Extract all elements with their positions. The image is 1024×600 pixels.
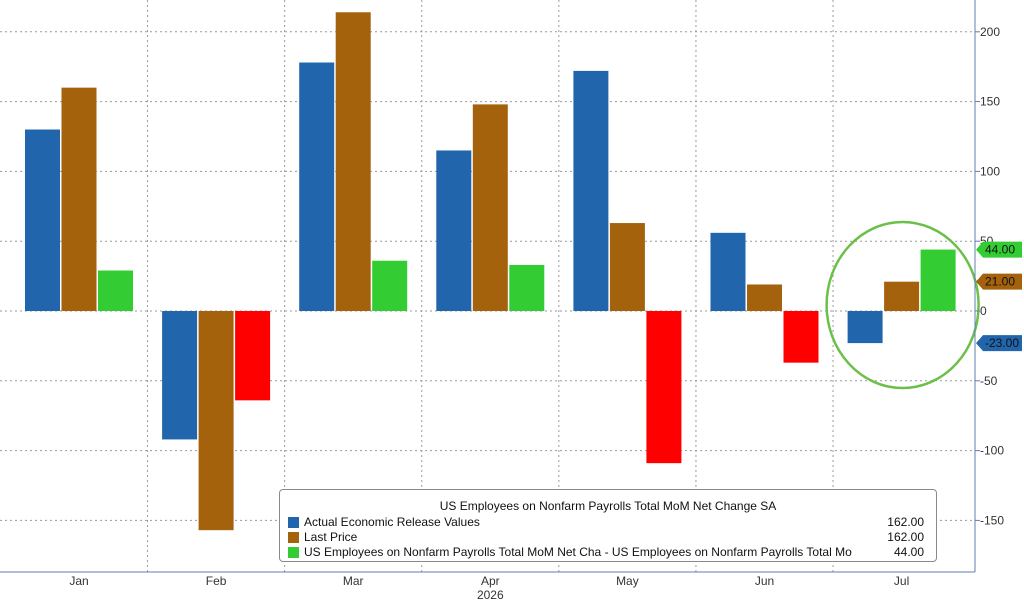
- y-tick-label: 150: [980, 95, 1000, 109]
- bar: [436, 150, 472, 311]
- last-value-badges: 44.00 21.00 -23.00: [976, 241, 1022, 352]
- x-axis-year-label: 2026: [477, 588, 504, 600]
- x-tick-label: Jul: [894, 574, 909, 588]
- legend-title: US Employees on Nonfarm Payrolls Total M…: [439, 499, 777, 513]
- bar: [609, 223, 645, 311]
- annotation: [825, 220, 980, 390]
- y-tick-label: -50: [980, 374, 998, 388]
- bar: [61, 87, 97, 311]
- legend-swatch: [288, 547, 299, 558]
- legend-value: 162.00: [887, 530, 924, 544]
- legend-value: 162.00: [887, 515, 924, 529]
- bar: [646, 311, 682, 464]
- x-tick-label: May: [616, 574, 639, 588]
- last-value-badge-label: -23.00: [985, 336, 1019, 350]
- bar: [920, 249, 956, 311]
- bar: [747, 284, 782, 311]
- y-tick-label: 100: [980, 164, 1000, 178]
- last-value-badge: [976, 335, 1022, 352]
- x-tick-label: Jan: [69, 574, 88, 588]
- y-tick-label: -150: [980, 513, 1004, 527]
- bar: [162, 311, 198, 440]
- bar: [783, 311, 819, 363]
- legend-entry: Last Price 162.00: [288, 530, 924, 544]
- x-tick-label: Mar: [343, 574, 364, 588]
- bar: [472, 104, 508, 311]
- y-tick-label: -100: [980, 444, 1004, 458]
- bar: [710, 232, 746, 311]
- legend-label: US Employees on Nonfarm Payrolls Total M…: [304, 545, 852, 559]
- grid-lines: [0, 0, 975, 572]
- legend-entry: US Employees on Nonfarm Payrolls Total M…: [288, 545, 924, 559]
- bar: [573, 70, 609, 311]
- legend-swatch: [288, 517, 299, 528]
- last-value-badge: [976, 273, 1022, 290]
- x-tick-label: Apr: [481, 574, 500, 588]
- bar: [98, 270, 133, 311]
- bar: [235, 311, 271, 401]
- legend-value: 44.00: [893, 545, 924, 559]
- bar: [25, 129, 60, 311]
- last-value-badge-label: 44.00: [985, 243, 1015, 257]
- bar: [847, 311, 883, 344]
- bar: [299, 62, 335, 312]
- legend: US Employees on Nonfarm Payrolls Total M…: [279, 489, 937, 562]
- bars: [25, 12, 956, 531]
- legend-label: Actual Economic Release Values: [304, 515, 480, 529]
- legend-swatch: [288, 532, 299, 543]
- y-tick-label: 200: [980, 25, 1000, 39]
- x-tick-label: Feb: [206, 574, 227, 588]
- bar: [198, 311, 234, 531]
- bar: [335, 12, 371, 311]
- annotation-circle: [825, 220, 980, 390]
- last-value-badge: [976, 241, 1022, 258]
- bar: [884, 281, 920, 311]
- legend-label: Last Price: [304, 530, 358, 544]
- y-tick-label: 0: [980, 304, 987, 318]
- legend-entry: Actual Economic Release Values 162.00: [288, 515, 924, 529]
- x-tick-label: Jun: [755, 574, 774, 588]
- bar: [509, 264, 545, 311]
- last-value-badge-label: 21.00: [985, 275, 1015, 289]
- bar: [372, 260, 408, 311]
